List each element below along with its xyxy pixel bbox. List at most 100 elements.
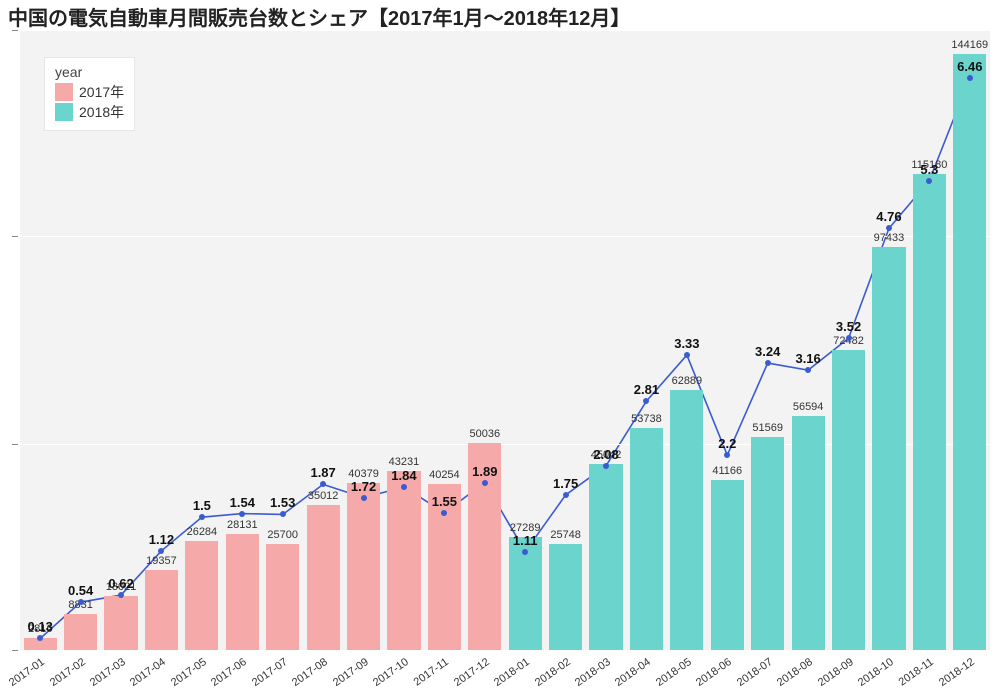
line-marker [886,225,892,231]
line-marker [320,481,326,487]
bar [953,54,986,650]
line-value-label: 3.24 [755,344,780,359]
line-marker [361,495,367,501]
line-marker [37,635,43,641]
x-axis-label: 2018-08 [775,656,815,689]
bar-value-label: 40254 [429,469,460,481]
trend-polyline [40,78,970,639]
line-value-label: 0.13 [28,619,53,634]
line-marker [280,511,286,517]
line-value-label: 3.52 [836,319,861,334]
x-axis-label: 2017-12 [452,656,492,689]
legend-label-2017: 2017年 [79,82,124,102]
line-value-label: 6.46 [957,59,982,74]
x-axis-label: 2017-07 [250,656,290,689]
x-axis-label: 2018-06 [694,656,734,689]
line-marker [158,548,164,554]
line-marker [603,463,609,469]
bar [913,174,946,650]
line-marker [199,514,205,520]
bar [549,544,582,650]
x-axis-label: 2017-05 [169,656,209,689]
bar-value-label: 56594 [793,401,824,413]
y-tick [12,650,18,651]
bar-value-label: 50036 [469,428,500,440]
bar [387,471,420,650]
bar [185,541,218,650]
bar [347,483,380,650]
bar [711,480,744,650]
bar [307,505,340,650]
bar-value-label: 26284 [187,526,218,538]
x-axis-label: 2018-03 [573,656,613,689]
x-axis-label: 2018-11 [897,656,936,689]
line-value-label: 5.3 [920,162,938,177]
line-value-label: 1.72 [351,479,376,494]
bar [64,614,97,651]
line-value-label: 1.5 [193,498,211,513]
bar-value-label: 62889 [672,375,703,387]
bar-value-label: 144169 [951,39,988,51]
line-value-label: 2.81 [634,382,659,397]
bar-value-label: 19357 [146,555,177,567]
x-axis-label: 2018-01 [492,656,532,689]
line-marker [522,549,528,555]
bar-value-label: 51569 [752,422,783,434]
bar [792,416,825,650]
legend-label-2018: 2018年 [79,102,124,122]
x-axis-label: 2017-01 [7,656,47,689]
x-axis-label: 2017-11 [412,656,451,689]
bar-value-label: 53738 [631,413,662,425]
line-marker [926,178,932,184]
line-marker [846,335,852,341]
bar [872,247,905,650]
line-value-label: 2.08 [593,447,618,462]
x-axis-label: 2017-08 [290,656,330,689]
line-value-label: 3.33 [674,336,699,351]
line-value-label: 4.76 [876,209,901,224]
bar-value-label: 41166 [712,465,742,477]
line-value-label: 1.84 [391,468,416,483]
line-value-label: 1.55 [432,494,457,509]
legend-swatch-2017 [55,83,73,101]
bar [104,596,137,650]
line-value-label: 1.89 [472,464,497,479]
y-tick [12,236,18,237]
x-axis-label: 2017-03 [88,656,128,689]
bar-value-label: 97433 [874,232,905,244]
line-marker [118,592,124,598]
line-marker [563,492,569,498]
line-value-label: 1.12 [149,532,174,547]
bar [145,570,178,650]
ev-sales-chart: 中国の電気自動車月間販売台数とシェア【2017年1月〜2018年12月】 281… [0,0,1000,700]
line-marker [765,360,771,366]
bar-value-label: 35012 [308,490,339,502]
bar [226,534,259,650]
x-axis-label: 2018-07 [735,656,775,689]
bar [589,464,622,650]
x-axis-labels: 2017-012017-022017-032017-042017-052017-… [20,654,990,694]
line-marker [441,510,447,516]
line-marker [482,480,488,486]
legend-swatch-2018 [55,103,73,121]
chart-title: 中国の電気自動車月間販売台数とシェア【2017年1月〜2018年12月】 [8,2,630,31]
bar-value-label: 28131 [227,519,258,531]
plot-area: 28160.1388310.54130210.62193571.12262841… [20,30,990,650]
x-axis-label: 2018-09 [815,656,855,689]
line-marker [401,484,407,490]
gridline [20,30,990,31]
line-marker [643,398,649,404]
legend-item-2018: 2018年 [55,102,124,122]
x-axis-label: 2017-09 [330,656,370,689]
line-value-label: 1.11 [513,533,538,548]
bar [832,350,865,650]
line-value-label: 0.62 [108,576,133,591]
x-axis-label: 2017-02 [48,656,88,689]
legend-item-2017: 2017年 [55,82,124,102]
bar [670,390,703,650]
legend-title: year [55,64,124,80]
line-value-label: 1.53 [270,495,295,510]
line-value-label: 1.75 [553,476,578,491]
bar-value-label: 43231 [389,456,420,468]
line-marker [967,75,973,81]
